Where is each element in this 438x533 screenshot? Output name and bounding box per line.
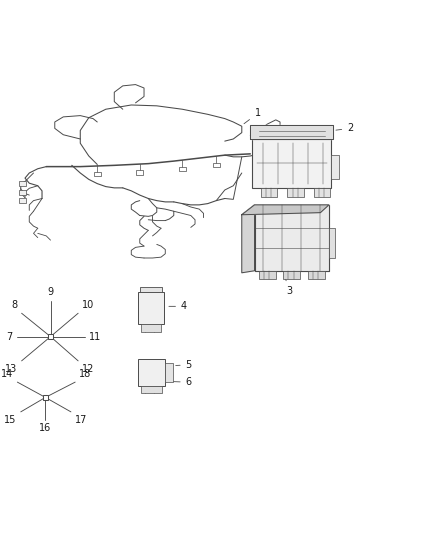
Polygon shape: [250, 125, 333, 139]
Bar: [329, 228, 336, 258]
Text: 2: 2: [336, 123, 353, 133]
Bar: [261, 188, 277, 197]
Polygon shape: [242, 205, 254, 273]
Bar: [307, 271, 325, 279]
Text: 10: 10: [82, 300, 95, 310]
Polygon shape: [242, 205, 329, 215]
Text: 14: 14: [1, 369, 13, 379]
Text: 8: 8: [11, 300, 18, 310]
Text: 9: 9: [47, 287, 53, 297]
Text: 18: 18: [79, 369, 92, 379]
Text: 16: 16: [39, 423, 52, 433]
Bar: [283, 271, 300, 279]
Bar: [259, 271, 276, 279]
Bar: [331, 155, 339, 180]
Text: 6: 6: [170, 377, 192, 387]
Text: 11: 11: [89, 332, 101, 342]
Bar: [213, 163, 220, 167]
Bar: [141, 386, 162, 393]
Text: 4: 4: [169, 301, 187, 311]
Polygon shape: [254, 205, 329, 271]
Text: 12: 12: [82, 364, 95, 374]
Bar: [140, 287, 162, 292]
Bar: [314, 188, 330, 197]
Text: 15: 15: [4, 415, 17, 425]
Bar: [136, 171, 143, 175]
Bar: [179, 167, 186, 171]
Text: 5: 5: [176, 360, 192, 370]
Bar: [19, 181, 26, 186]
Text: 13: 13: [5, 364, 18, 374]
Bar: [287, 188, 304, 197]
Bar: [48, 334, 53, 339]
Text: 7: 7: [6, 332, 12, 342]
Text: 3: 3: [285, 278, 293, 296]
Text: 1: 1: [244, 109, 261, 124]
Bar: [94, 172, 101, 176]
Bar: [19, 198, 26, 203]
Bar: [252, 139, 331, 188]
Text: 17: 17: [75, 415, 88, 425]
Bar: [19, 190, 26, 195]
Bar: [138, 292, 164, 324]
Bar: [165, 363, 173, 382]
Bar: [141, 324, 161, 332]
Bar: [43, 395, 48, 400]
Bar: [138, 359, 165, 386]
